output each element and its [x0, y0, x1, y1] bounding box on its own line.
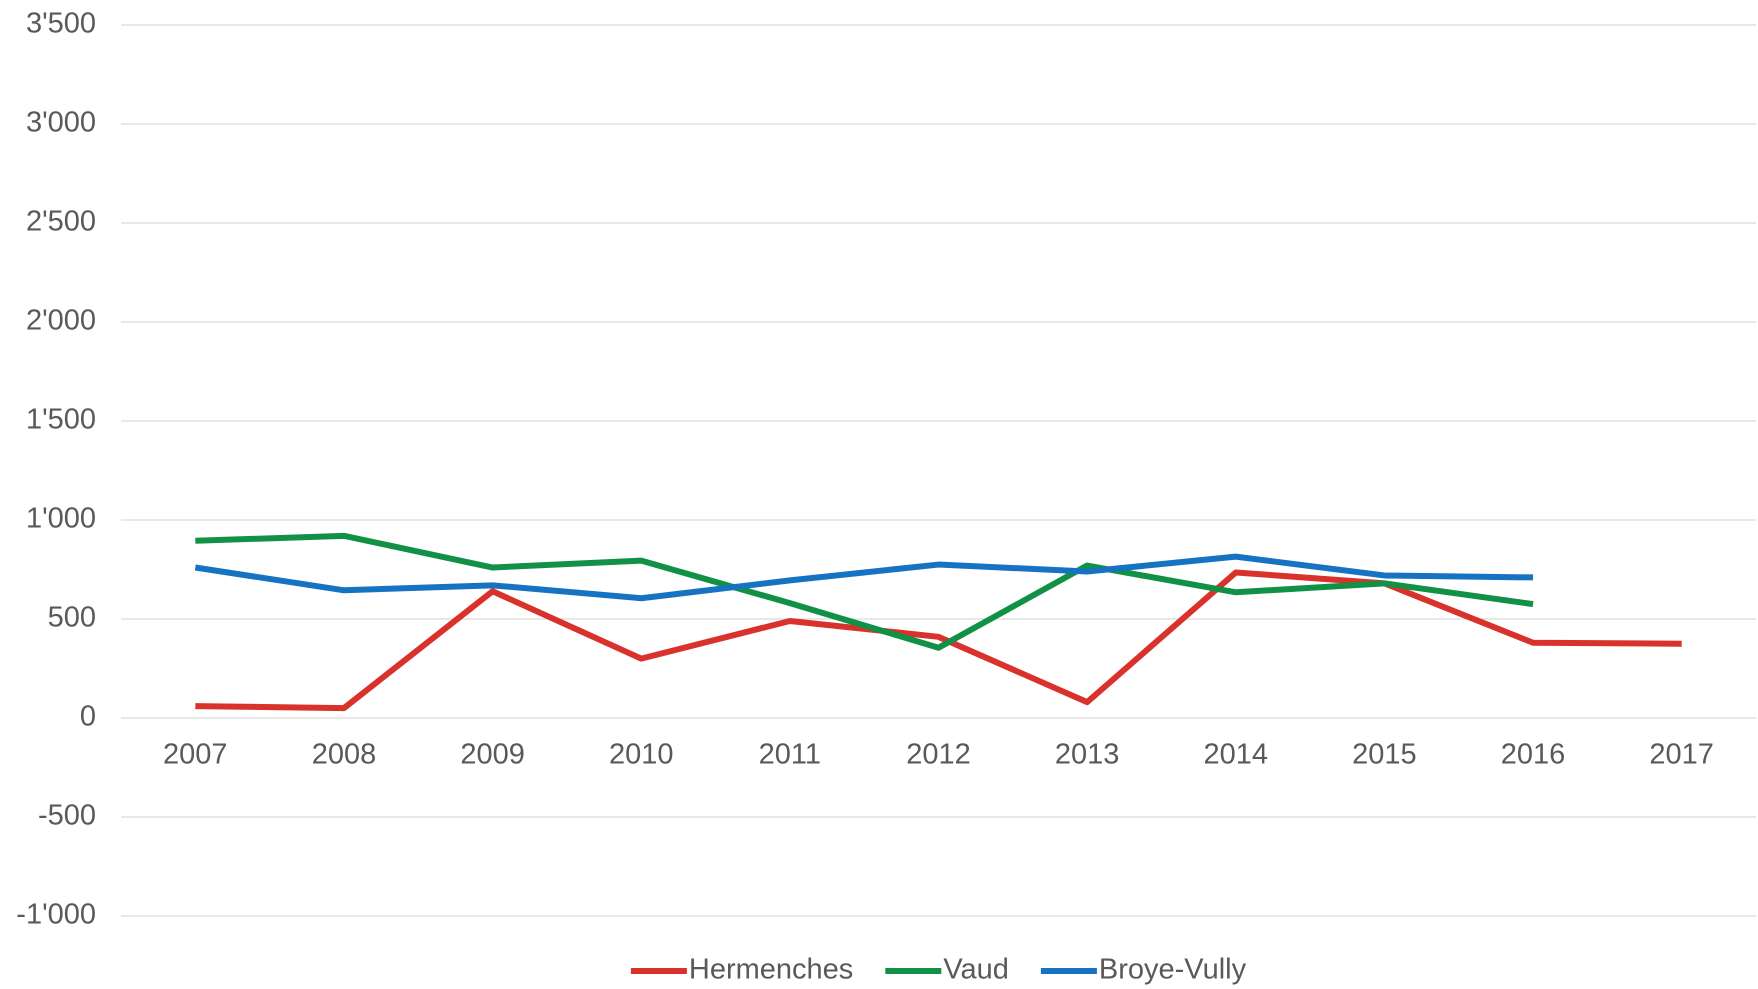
legend-label: Vaud	[943, 954, 1009, 986]
x-tick-label: 2009	[460, 739, 525, 771]
y-tick-label: 1'500	[26, 404, 96, 436]
series-line	[195, 532, 1534, 651]
series-line	[195, 569, 1682, 712]
y-tick-label: 3'500	[26, 8, 96, 40]
x-tick-label: 2014	[1204, 739, 1269, 771]
x-tick-label: 2015	[1352, 739, 1417, 771]
x-tick-label: 2010	[609, 739, 674, 771]
x-tick-label: 2011	[759, 739, 821, 771]
y-tick-label: 2'500	[26, 206, 96, 238]
x-tick-label: 2008	[312, 739, 377, 771]
x-tick-label: 2017	[1649, 739, 1714, 771]
legend-label: Broye-Vully	[1099, 954, 1247, 986]
y-tick-label: -500	[38, 800, 96, 832]
y-tick-label: -1'000	[16, 899, 96, 931]
y-tick-label: 1'000	[26, 503, 96, 535]
series-line	[194, 553, 1534, 602]
x-tick-label: 2012	[906, 739, 971, 771]
x-tick-label: 2007	[163, 739, 228, 771]
y-tick-label: 0	[80, 701, 96, 733]
y-tick-label: 2'000	[26, 305, 96, 337]
x-tick-label: 2016	[1501, 739, 1566, 771]
legend-label: Hermenches	[689, 954, 853, 986]
y-tick-label: 3'000	[26, 107, 96, 139]
y-tick-label: 500	[48, 602, 96, 634]
x-tick-label: 2013	[1055, 739, 1120, 771]
